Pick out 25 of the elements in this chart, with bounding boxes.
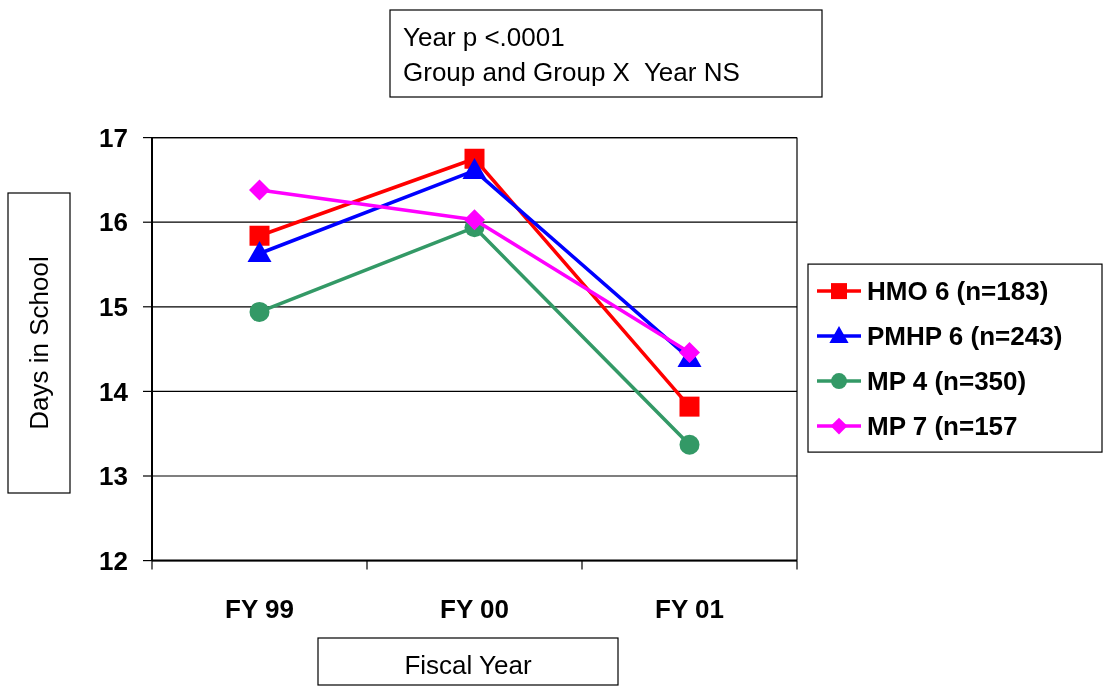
point xyxy=(249,301,270,322)
legend-label: PMHP 6 (n=243) xyxy=(867,321,1063,352)
point xyxy=(679,396,700,417)
y-tick-label: 13 xyxy=(99,461,128,492)
legend-label: MP 7 (n=157 xyxy=(867,411,1018,442)
point xyxy=(464,209,485,231)
y-tick-label: 15 xyxy=(99,291,128,322)
y-tick-label: 17 xyxy=(99,122,128,153)
x-tick-label: FY 99 xyxy=(225,594,294,624)
point xyxy=(247,241,272,262)
legend-label: MP 4 (n=350) xyxy=(867,366,1027,397)
point xyxy=(679,434,700,455)
text: Year p <.0001 xyxy=(403,22,565,52)
y-axis-title: Days in School xyxy=(24,256,54,430)
x-tick-label: FY 01 xyxy=(655,594,724,624)
y-tick-label: 14 xyxy=(99,376,129,407)
legend-label: HMO 6 (n=183) xyxy=(867,276,1049,307)
x-axis-title: Fiscal Year xyxy=(404,650,532,680)
x-tick-label: FY 00 xyxy=(440,594,509,624)
point xyxy=(249,179,270,201)
text: Group and Group X Year NS xyxy=(403,57,740,87)
y-tick-label: 16 xyxy=(99,207,128,238)
point xyxy=(249,225,270,246)
y-tick-label: 12 xyxy=(99,545,128,576)
point xyxy=(462,158,487,180)
